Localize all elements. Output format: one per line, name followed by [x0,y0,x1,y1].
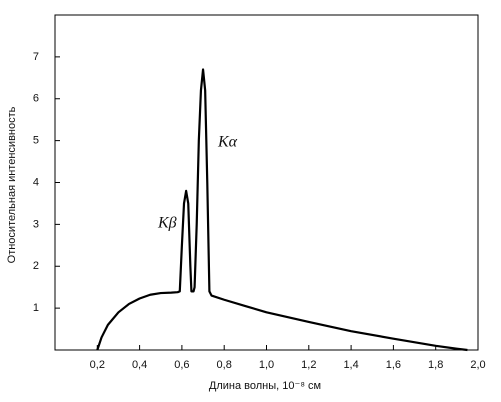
x-tick-label: 2,0 [470,359,485,371]
x-tick-label: 1,4 [343,359,358,371]
y-tick-label: 4 [33,176,39,188]
annotation: Kβ [157,215,177,232]
y-tick-label: 5 [33,135,39,147]
x-tick-label: 1,0 [259,359,274,371]
y-tick-label: 2 [33,260,39,272]
x-tick-label: 1,2 [301,359,316,371]
spectrum-line [96,68,468,352]
x-axis-label: Длина волны, 10⁻⁸ см [209,380,321,392]
y-tick-label: 1 [33,302,39,314]
x-tick-label: 0,6 [174,359,189,371]
x-tick-label: 1,6 [386,359,401,371]
x-tick-label: 0,2 [90,359,105,371]
y-tick-label: 6 [33,93,39,105]
plot-frame [54,14,479,351]
x-tick-label: 1,8 [428,359,443,371]
x-tick-label: 0,4 [132,359,147,371]
y-tick-label: 3 [33,218,39,230]
y-tick-label: 7 [33,51,39,63]
y-axis-label: Относительная интенсивность [6,106,18,263]
annotation: Kα [217,134,238,151]
x-tick-label: 0,8 [217,359,232,371]
